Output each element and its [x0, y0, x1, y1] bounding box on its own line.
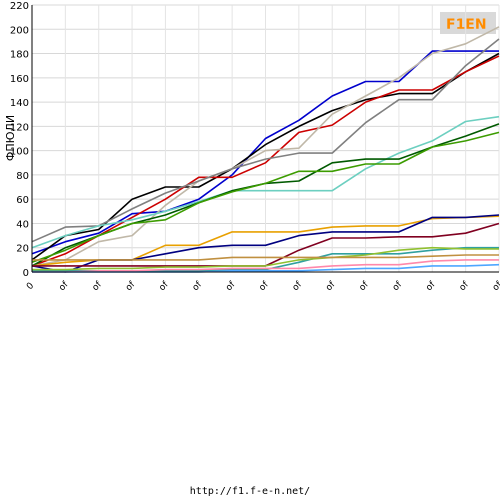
x-tick-label: of — [491, 279, 500, 293]
series-line-14 — [32, 254, 499, 261]
footer-url: http://f1.f-e-n.net/ — [189, 486, 311, 497]
y-tick-label: 100 — [10, 147, 29, 158]
x-tick-label: of — [57, 279, 71, 293]
series-line-15 — [32, 259, 499, 273]
axes: 0 20 40 60 80 100 120 140 160 180 200 220 0 of of of of o… — [10, 1, 500, 293]
x-tick-label: of — [458, 279, 472, 293]
x-tick-label: of — [324, 279, 338, 293]
y-tick-label: 60 — [16, 195, 29, 206]
y-tick-label: 160 — [10, 74, 29, 85]
series-line-3 — [31, 55, 500, 267]
x-tick-label: of — [391, 279, 405, 293]
y-tick-label: 200 — [10, 25, 29, 36]
y-tick-label: 220 — [10, 1, 29, 12]
x-tick-label: of — [124, 279, 138, 293]
x-tick-label: 0 — [25, 281, 36, 292]
series-line-5 — [31, 38, 500, 243]
x-tick-label: of — [91, 279, 105, 293]
y-tick-label: 20 — [16, 244, 29, 255]
y-axis-label: ФПЮЛИ — [4, 115, 17, 161]
y-tick-label: 0 — [23, 268, 29, 279]
x-tick-label: of — [224, 279, 238, 293]
y-tick-label: 180 — [10, 50, 29, 61]
x-tick-label: of — [191, 279, 205, 293]
series-line-4 — [31, 26, 500, 267]
series-line-6 — [31, 115, 500, 249]
x-tick-label: of — [291, 279, 305, 293]
series-line-13 — [32, 246, 499, 271]
y-tick-label: 140 — [10, 98, 29, 109]
series-lines — [31, 26, 500, 273]
y-tick-label: 40 — [16, 219, 29, 230]
logo-text: F1EN — [446, 17, 487, 33]
logo-badge — [440, 12, 496, 34]
x-tick-label: of — [424, 279, 438, 293]
y-tick-label: 120 — [10, 122, 29, 133]
series-line-8 — [31, 131, 500, 264]
x-tick-label: of — [358, 279, 372, 293]
x-tick-label: of — [157, 279, 171, 293]
y-tick-label: 80 — [16, 171, 29, 182]
logo: F1EN — [440, 12, 496, 34]
x-tick-label: of — [257, 279, 271, 293]
